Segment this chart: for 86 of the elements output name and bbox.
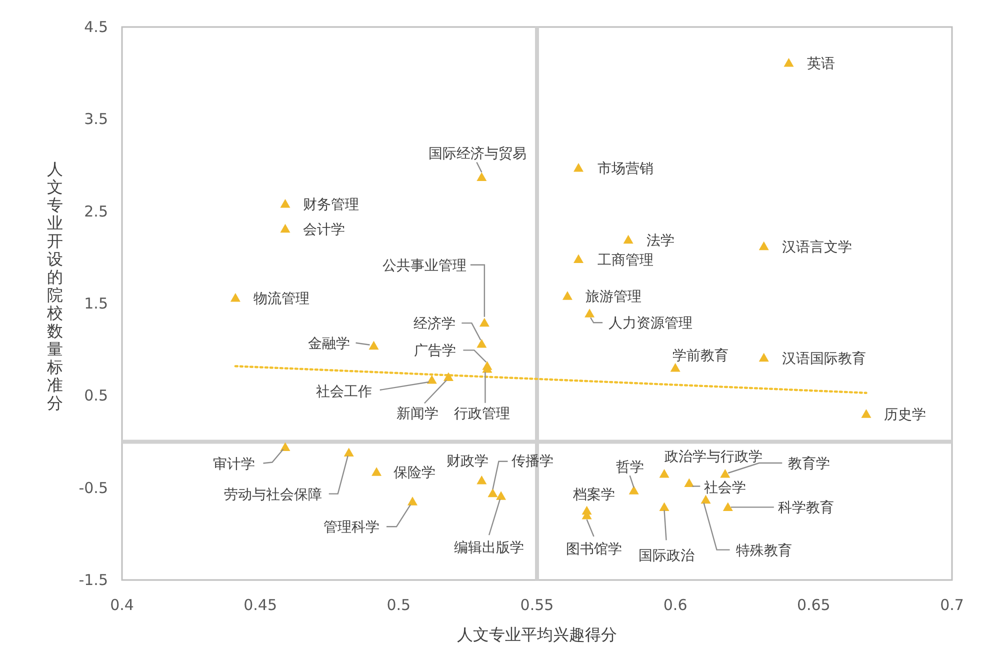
x-tick-label: 0.4 bbox=[110, 596, 134, 614]
point bbox=[476, 339, 487, 348]
y-tick-label: 4.5 bbox=[84, 18, 108, 36]
annotation: 历史学 bbox=[884, 407, 926, 424]
y-tick-label: 2.5 bbox=[84, 202, 108, 220]
annotation: 编辑出版学 bbox=[454, 540, 524, 556]
x-tick-label: 0.7 bbox=[940, 596, 964, 614]
point bbox=[280, 198, 290, 208]
y-tick-label: 0.5 bbox=[84, 386, 108, 405]
point bbox=[720, 469, 730, 478]
point bbox=[476, 172, 487, 181]
annotation: 金融学 bbox=[308, 336, 350, 352]
point bbox=[861, 409, 872, 418]
point bbox=[496, 491, 506, 500]
annotation: 政治学与行政学 bbox=[664, 449, 762, 466]
point bbox=[659, 469, 670, 478]
point bbox=[628, 486, 639, 494]
annotation: 图书馆学 bbox=[566, 541, 622, 558]
annotation: 会计学 bbox=[303, 222, 346, 238]
annotation: 汉语国际教育 bbox=[782, 350, 866, 367]
annotation: 特殊教育 bbox=[736, 542, 792, 559]
x-tick-label: 0.55 bbox=[520, 596, 554, 614]
annotation: 财政学 bbox=[446, 453, 489, 470]
y-tick-label: 1.5 bbox=[84, 294, 108, 312]
point bbox=[659, 502, 670, 511]
annotation: 汉语言文学 bbox=[782, 239, 852, 256]
point bbox=[758, 352, 769, 362]
point bbox=[784, 58, 794, 67]
y-tick-label: -0.5 bbox=[78, 478, 108, 497]
point bbox=[670, 363, 680, 372]
point bbox=[758, 241, 769, 250]
point bbox=[488, 488, 498, 498]
y-axis-title: 人文专业开设的院校数量标准分 bbox=[47, 160, 63, 412]
annotation: 审计学 bbox=[213, 456, 256, 472]
annotation: 哲学 bbox=[616, 460, 644, 476]
annotation: 法学 bbox=[646, 232, 674, 249]
annotation: 国际政治 bbox=[638, 548, 694, 564]
point bbox=[684, 478, 694, 487]
x-tick-label: 0.45 bbox=[244, 596, 278, 614]
x-tick-label: 0.5 bbox=[386, 596, 411, 614]
x-tick-label: 0.65 bbox=[796, 596, 830, 614]
annotation: 社会学 bbox=[704, 480, 746, 496]
annotation: 人力资源管理 bbox=[608, 316, 693, 332]
point bbox=[443, 372, 454, 381]
annotation: 市场营销 bbox=[598, 161, 654, 178]
annotation: 档案学 bbox=[572, 486, 615, 503]
point bbox=[344, 448, 354, 457]
annotation: 物流管理 bbox=[253, 290, 310, 307]
point bbox=[584, 308, 595, 318]
annotation: 英语 bbox=[806, 56, 835, 72]
point bbox=[368, 340, 379, 350]
annotation: 国际经济与贸易 bbox=[428, 146, 527, 162]
annotation: 公共事业管理 bbox=[382, 258, 466, 274]
point bbox=[722, 502, 733, 511]
annotation: 保险学 bbox=[394, 465, 436, 482]
annotation: 科学教育 bbox=[778, 499, 834, 516]
annotation: 劳动与社会保障 bbox=[224, 486, 322, 503]
annotation: 经济学 bbox=[414, 316, 456, 332]
point bbox=[372, 467, 382, 476]
point bbox=[623, 234, 634, 244]
annotation: 行政管理 bbox=[454, 406, 510, 422]
annotation: 工商管理 bbox=[598, 252, 654, 268]
point bbox=[280, 442, 290, 452]
annotation: 教育学 bbox=[788, 455, 830, 472]
point bbox=[476, 475, 487, 484]
point bbox=[700, 494, 711, 504]
point bbox=[408, 496, 418, 506]
x-axis-title: 人文专业平均兴趣得分 bbox=[457, 625, 617, 644]
annotation: 财务管理 bbox=[303, 196, 360, 213]
point bbox=[230, 292, 240, 302]
point bbox=[574, 254, 584, 264]
x-tick-label: 0.6 bbox=[663, 596, 688, 614]
y-tick-label: 3.5 bbox=[84, 110, 108, 128]
point bbox=[426, 375, 437, 384]
annotation: 广告学 bbox=[414, 343, 456, 360]
annotation: 传播学 bbox=[512, 453, 554, 470]
point bbox=[280, 224, 290, 233]
annotation: 学前教育 bbox=[672, 347, 728, 364]
point bbox=[479, 318, 490, 327]
point bbox=[574, 163, 584, 172]
annotation: 新闻学 bbox=[396, 406, 438, 422]
y-tick-label: -1.5 bbox=[78, 571, 108, 589]
annotation: 社会工作 bbox=[316, 384, 372, 400]
point bbox=[562, 291, 572, 300]
annotation: 管理科学 bbox=[324, 520, 380, 536]
annotation: 旅游管理 bbox=[585, 289, 642, 306]
